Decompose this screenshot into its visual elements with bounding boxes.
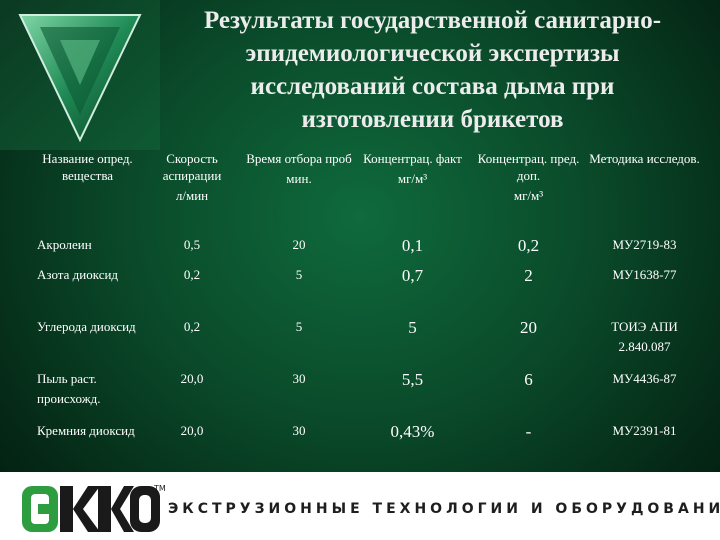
table-row: Кремния диоксид 20,0 30 0,43% - МУ2391-8… [35,421,703,468]
cell-fact: 0,7 [401,266,424,285]
column-header: Название опред. вещества [42,151,133,183]
cell-limit: 0,2 [517,236,540,255]
emblem-area [0,0,160,150]
cell-method: МУ2719-83 [612,237,677,252]
cell-time: 5 [295,319,303,334]
cell-time: 30 [292,371,306,386]
table-row: Углерода диоксид 0,2 5 5 20 ТОИЭ АПИ 2.8… [35,317,703,369]
cell-fact: 5 [408,318,417,337]
page-title: Результаты государственной санитарно- эп… [203,7,662,133]
cell-fact: 0,43% [390,422,435,441]
cell-speed: 0,2 [183,319,201,334]
row-name: Пыль раст. происхожд. [37,371,101,406]
footer-banner: TM ЭКСТРУЗИОННЫЕ ТЕХНОЛОГИИ И ОБОРУДОВАН… [0,472,720,540]
cell-fact: 5,5 [401,370,424,389]
cell-method: МУ1638-77 [612,267,677,282]
cell-speed: 20,0 [180,371,204,386]
cell-limit: 20 [520,318,537,337]
cell-limit: - [525,422,532,441]
cell-speed: 0,2 [183,267,201,282]
triangle-emblem-icon [18,14,142,143]
column-header: Концентрац. пред. доп. мг/м³ [477,151,580,203]
cell-method: ТОИЭ АПИ 2.840.087 [611,319,678,354]
cell-limit: 2 [524,266,533,285]
row-name: Кремния диоксид [37,423,135,438]
table-row: Пыль раст. происхожд. 20,0 30 5,5 6 МУ44… [35,369,703,421]
cell-time: 5 [295,267,303,282]
cell-limit: 6 [524,370,533,389]
column-header: Концентрац. факт мг/м³ [363,151,462,186]
table-row: Акролеин 0,5 20 0,1 0,2 МУ2719-83 [35,235,703,265]
column-header: Скорость аспирации л/мин [162,151,222,203]
cell-method: МУ2391-81 [612,423,677,438]
column-header: Методика исследов. [589,151,700,166]
company-tagline: ЭКСТРУЗИОННЫЕ ТЕХНОЛОГИИ И ОБОРУДОВАНИЕ [168,501,720,517]
cell-speed: 0,5 [183,237,201,252]
cell-method: МУ4436-87 [612,371,677,386]
column-header: Время отбора проб мин. [246,151,352,186]
results-table: Название опред. вещества Скорость аспира… [35,150,703,468]
row-name: Азота диоксид [37,267,119,282]
trademark: TM [154,484,166,493]
ekko-logo-icon [22,486,160,532]
cell-time: 30 [292,423,306,438]
cell-speed: 20,0 [180,423,204,438]
row-name: Углерода диоксид [37,319,136,334]
row-name: Акролеин [37,237,92,252]
cell-time: 20 [292,237,306,252]
cell-fact: 0,1 [401,236,424,255]
table-header-row: Название опред. вещества Скорость аспира… [35,150,703,235]
table-row: Азота диоксид 0,2 5 0,7 2 МУ1638-77 [35,265,703,317]
